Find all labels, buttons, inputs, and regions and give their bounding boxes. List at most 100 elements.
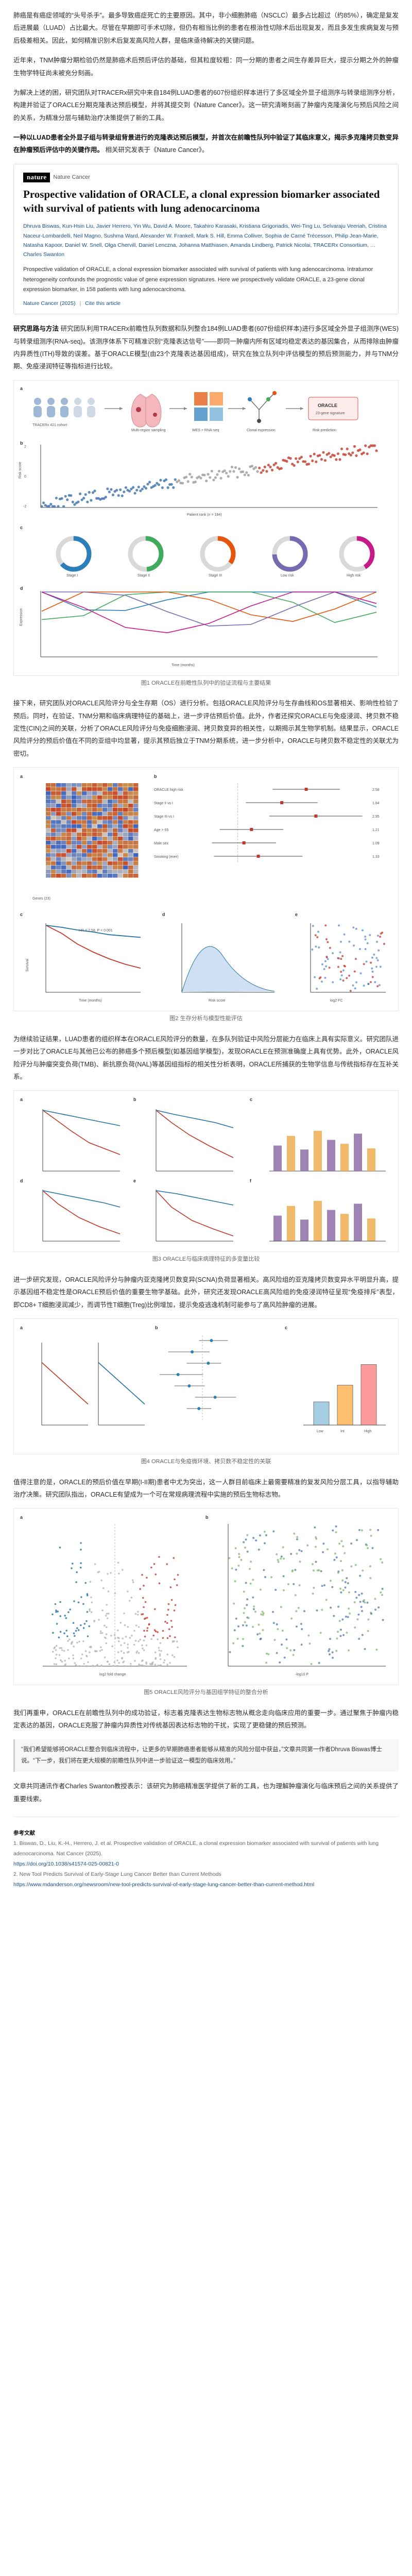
nature-logo: nature xyxy=(23,172,50,182)
svg-text:c: c xyxy=(20,525,23,530)
svg-text:1.33: 1.33 xyxy=(372,855,380,859)
svg-text:a: a xyxy=(20,1515,23,1520)
svg-text:TRACERx 421 cohort: TRACERx 421 cohort xyxy=(32,423,67,427)
paper-title: Prospective validation of ORACLE, a clon… xyxy=(23,188,380,215)
figure-3-box: a b c d xyxy=(13,1090,399,1252)
figure-1: a TRACERx 421 cohort xyxy=(13,380,399,688)
svg-text:Risk prediction: Risk prediction xyxy=(313,429,336,432)
figure-1-graphic: a TRACERx 421 cohort xyxy=(17,383,395,672)
journal-row: nature Nature Cancer xyxy=(23,172,389,182)
results-paragraph-3: 进一步研究发现，ORACLE风险评分与肿瘤内亚克隆拷贝数变异(SCNA)负荷显著… xyxy=(13,1276,399,1309)
figure-1-caption: 图1 ORACLE在前瞻性队列中的验证流程与主要结果 xyxy=(141,680,271,686)
svg-text:Risk score: Risk score xyxy=(209,999,226,1003)
svg-text:ORACLE high risk: ORACLE high risk xyxy=(154,788,183,792)
svg-text:d: d xyxy=(20,1178,23,1183)
svg-text:1.09: 1.09 xyxy=(372,842,380,845)
methods-paragraph: 研究思路与方法 研究团队利用TRACERx前瞻性队列数据和队列整合184例LUA… xyxy=(13,323,399,373)
references-block: 参考文献 1. Biswas, D., Liu, K.-H., Herrero,… xyxy=(13,1828,399,1890)
author-quote: “我们希望能够将ORACLE整合到临床流程中，让更多的早期肺癌患者能够从精准的风… xyxy=(13,1739,399,1772)
svg-text:c: c xyxy=(250,1097,252,1102)
paper-citation-link[interactable]: Nature Cancer (2025) xyxy=(23,300,76,307)
svg-text:2: 2 xyxy=(24,445,26,449)
svg-text:1.84: 1.84 xyxy=(372,802,380,805)
svg-text:0: 0 xyxy=(24,475,26,479)
svg-text:a: a xyxy=(20,774,23,779)
callout-bold-text: 一种以LUAD患者全外显子组与转录组背景进行的克隆表达预后模型，并首次在前瞻性队… xyxy=(13,134,399,154)
intro-paragraph-2: 近年来，TNM肿瘤分期检验仍然是肺癌术后预后评估的基础，但其粒度较粗：同一分期的… xyxy=(13,57,399,77)
figure-5-graphic: a log2 fold change b -log10 P xyxy=(17,1512,395,1682)
svg-text:Time (months): Time (months) xyxy=(171,664,195,667)
svg-text:b: b xyxy=(154,774,157,779)
paper-cite-link[interactable]: Cite this article xyxy=(85,300,121,307)
svg-text:b: b xyxy=(155,1325,158,1330)
reference-2: 2. New Tool Predicts Survival of Early-S… xyxy=(13,1871,221,1877)
methods-heading: 研究思路与方法 xyxy=(13,325,59,333)
figure-5-box: a log2 fold change b -log10 P xyxy=(13,1508,399,1686)
svg-text:Expression: Expression xyxy=(20,608,23,626)
figure-5-caption: 图5 ORACLE风险评分与基因组学特征的整合分析 xyxy=(144,1689,268,1696)
reference-2-link[interactable]: https://www.mdanderson.org/newsroom/new-… xyxy=(13,1881,315,1888)
figure-4-caption: 图4 ORACLE与免疫微环境、拷贝数不稳定性的关联 xyxy=(141,1459,271,1465)
reference-1-link[interactable]: https://doi.org/10.1038/s41574-025-00821… xyxy=(13,1860,119,1867)
svg-text:Stage I: Stage I xyxy=(66,574,78,578)
svg-text:HR = 2.58, P < 0.001: HR = 2.58, P < 0.001 xyxy=(79,929,113,933)
article-page: 肺癌是有癌症领域的“头号杀手”。最多导致癌症死亡的主要原因。其中，非小细胞肺癌（… xyxy=(13,12,399,1890)
results-paragraph-1: 接下来，研究团队对ORACLE风险评分与全生存期（OS）进行分析。包括ORACL… xyxy=(13,700,399,757)
svg-text:b: b xyxy=(205,1515,209,1520)
svg-text:Age > 65: Age > 65 xyxy=(154,828,168,832)
paper-meta: Nature Cancer (2025) | Cite this article xyxy=(23,300,389,307)
svg-text:d: d xyxy=(20,586,23,591)
svg-text:2.58: 2.58 xyxy=(372,788,380,792)
svg-text:-2: -2 xyxy=(23,505,26,509)
svg-text:23-gene signature: 23-gene signature xyxy=(316,412,345,415)
svg-text:1.21: 1.21 xyxy=(372,828,380,832)
figure-3-caption: 图3 ORACLE与临床病理特征的多变量比较 xyxy=(152,1256,260,1263)
references-title: 参考文献 xyxy=(13,1830,35,1837)
paper-card[interactable]: nature Nature Cancer Prospective validat… xyxy=(13,163,399,315)
figure-2-box: a Genes (23) b ORACLE high risk 2.58 Stage… xyxy=(13,767,399,1012)
figure-5: a log2 fold change b -log10 P 图5 ORACLE风… xyxy=(13,1508,399,1698)
meta-dot: | xyxy=(79,300,81,307)
svg-text:Low: Low xyxy=(317,1430,324,1433)
svg-text:Genes (23): Genes (23) xyxy=(32,897,50,901)
figure-4-graphic: a b c Low Int High xyxy=(17,1322,395,1451)
svg-text:Low risk: Low risk xyxy=(281,574,294,578)
closing-paragraph-3: 文章共同通讯作者Charles Swanton教授表示：该研究为肺癌精准医学提供… xyxy=(13,1783,399,1803)
reference-1: 1. Biswas, D., Liu, K.-H., Herrero, J. e… xyxy=(13,1840,379,1857)
svg-text:Multi-region sampling: Multi-region sampling xyxy=(131,429,166,432)
figure-3-graphic: a b c d xyxy=(17,1094,395,1249)
svg-text:b: b xyxy=(20,440,23,446)
svg-text:Int: Int xyxy=(340,1430,345,1433)
svg-text:Male sex: Male sex xyxy=(154,842,169,845)
svg-text:Risk score: Risk score xyxy=(19,462,22,479)
figure-4-box: a b c Low Int High xyxy=(13,1318,399,1455)
svg-text:Stage II vs I: Stage II vs I xyxy=(154,802,173,805)
svg-text:WES + RNA-seq: WES + RNA-seq xyxy=(192,429,219,432)
figure-2-graphic: a Genes (23) b ORACLE high risk 2.58 Stage… xyxy=(17,771,395,1008)
results-paragraph-2: 为继续验证结果，LUAD患者的组织样本在ORACLE风险评分的数量，在多队列验证… xyxy=(13,1035,399,1080)
svg-text:ORACLE: ORACLE xyxy=(318,403,337,408)
svg-text:Stage III: Stage III xyxy=(209,574,222,578)
svg-text:a: a xyxy=(20,386,23,391)
intro-paragraph-3: 为解决上述的困，研究团队对TRACERx研究中来自184例LUAD患者的607份… xyxy=(13,89,399,122)
callout-tail-text: 相关研究发表于《Nature Cancer》。 xyxy=(105,146,209,154)
svg-text:a: a xyxy=(20,1325,23,1330)
svg-text:e: e xyxy=(133,1178,136,1183)
svg-text:c: c xyxy=(20,912,23,917)
svg-text:e: e xyxy=(295,912,298,917)
methods-text: 研究团队利用TRACERx前瞻性队列数据和队列整合184例LUAD患者(607份… xyxy=(13,325,399,370)
figure-3: a b c d xyxy=(13,1090,399,1264)
svg-text:d: d xyxy=(162,912,165,917)
svg-text:log2 FC: log2 FC xyxy=(330,999,343,1003)
callout-paragraph: 一种以LUAD患者全外显子组与转录组背景进行的克隆表达预后模型，并首次在前瞻性队… xyxy=(13,131,399,157)
closing-paragraph-1: 值得注意的是，ORACLE的预后价值在早期(I-II期)患者中尤为突出，这一人群… xyxy=(13,1478,399,1498)
svg-text:a: a xyxy=(20,1097,23,1102)
svg-text:c: c xyxy=(285,1325,287,1330)
svg-text:log2 fold change: log2 fold change xyxy=(99,1673,126,1676)
paper-authors[interactable]: Dhruva Biswas, Kun-Hsin Liu, Javier Herr… xyxy=(23,223,387,258)
figure-4: a b c Low Int High 图4 ORACLE与免疫微环境、拷贝数不稳定性… xyxy=(13,1318,399,1467)
svg-text:b: b xyxy=(133,1097,136,1102)
svg-text:High risk: High risk xyxy=(347,574,361,578)
closing-paragraph-2: 我们再重申，ORACLE在前瞻性队列中的成功验证，标志着克隆表达生物标志物从概念… xyxy=(13,1709,399,1730)
figure-2-caption: 图2 生存分析与模型性能评估 xyxy=(169,1015,243,1022)
